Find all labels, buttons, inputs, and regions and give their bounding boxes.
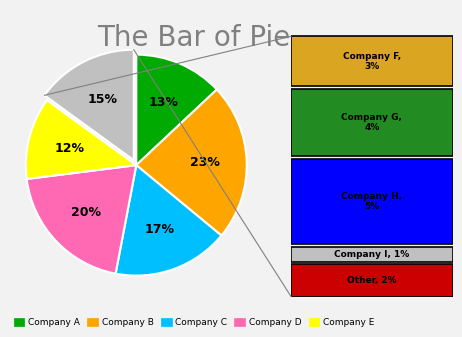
Text: 12%: 12% [55,142,85,155]
Text: 20%: 20% [71,206,101,218]
Legend: Company A, Company B, Company C, Company D, Company E: Company A, Company B, Company C, Company… [10,314,378,331]
Wedge shape [44,50,134,160]
Text: The Bar of Pie: The Bar of Pie [97,24,291,52]
Text: 17%: 17% [145,223,175,236]
Wedge shape [27,165,136,274]
Text: 15%: 15% [88,93,118,106]
FancyBboxPatch shape [291,159,453,244]
Wedge shape [136,90,247,236]
FancyBboxPatch shape [291,264,453,297]
FancyBboxPatch shape [291,89,453,156]
FancyBboxPatch shape [291,247,453,262]
Text: Company I, 1%: Company I, 1% [334,250,409,258]
Text: Other, 2%: Other, 2% [347,276,397,285]
Wedge shape [26,100,136,179]
Text: Company H,
5%: Company H, 5% [341,192,402,211]
Wedge shape [136,55,217,165]
Text: 23%: 23% [190,156,220,170]
Wedge shape [116,165,221,276]
Text: Company G,
4%: Company G, 4% [341,113,402,132]
Text: 13%: 13% [149,96,178,109]
FancyBboxPatch shape [291,36,453,86]
Text: Company F,
3%: Company F, 3% [343,52,401,71]
